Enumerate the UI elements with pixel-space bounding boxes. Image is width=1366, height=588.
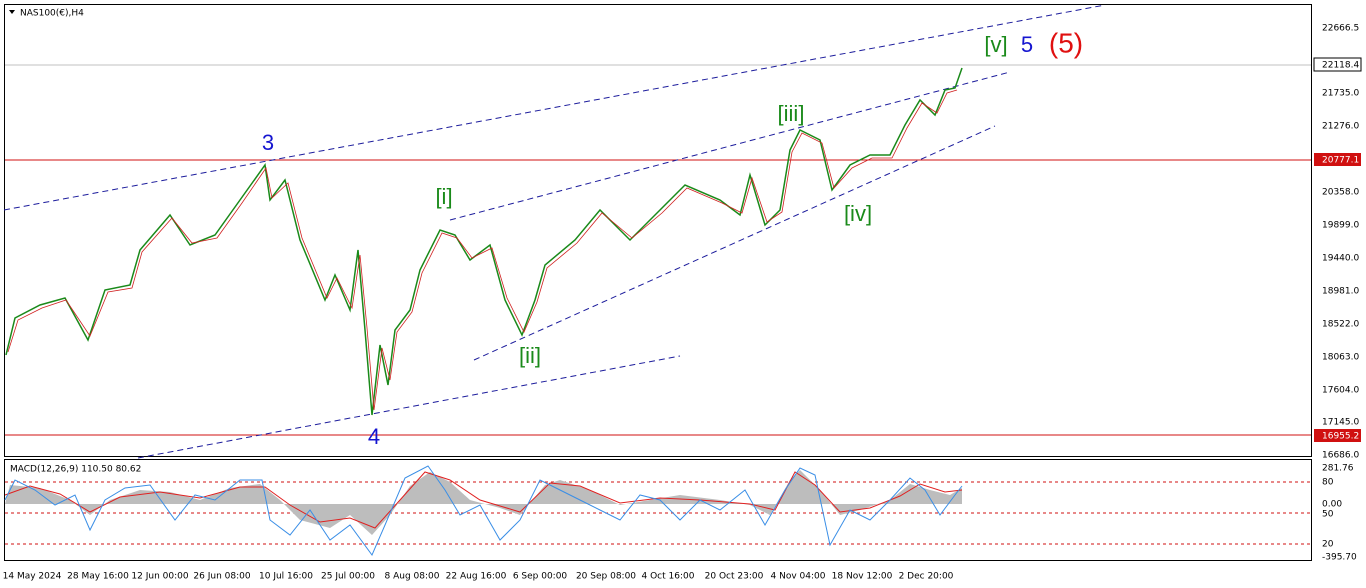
price-label: 17604.0: [1322, 386, 1359, 396]
time-label: 25 Jul 00:00: [321, 572, 375, 582]
time-label: 28 May 16:00: [67, 572, 129, 582]
macd-histogram: [5, 470, 962, 535]
time-label: 2 Dec 20:00: [899, 572, 954, 582]
price-label: 21276.0: [1322, 122, 1359, 132]
macd-axis-label: 281.76: [1322, 464, 1354, 474]
time-label: 20 Sep 08:00: [576, 572, 636, 582]
menu-arrow[interactable]: [9, 10, 15, 14]
time-label: 6 Sep 00:00: [513, 572, 568, 582]
macd-axis-label: 20: [1322, 540, 1334, 550]
time-axis: 14 May 2024 28 May 16:00 12 Jun 00:00 26…: [3, 572, 954, 582]
wave-label: [iv]: [844, 201, 872, 226]
macd-axis-label: 80: [1322, 478, 1334, 488]
macd-axis-label: -395.70: [1322, 553, 1357, 563]
price-label: 18981.0: [1322, 287, 1359, 297]
time-label: 12 Jun 00:00: [131, 572, 188, 582]
macd-axis: 281.76 80 0.00 50 20 -395.70: [1322, 464, 1357, 563]
wave-label: [v]: [984, 32, 1007, 57]
time-label: 26 Jun 08:00: [193, 572, 250, 582]
macd-main: [4, 465, 963, 556]
price-tag: [1314, 429, 1361, 442]
price-axis: 22666.5 22118.4 21735.0 21276.0 20777.1 …: [1313, 24, 1362, 461]
price-label: 19440.0: [1322, 254, 1359, 264]
wave-label: [i]: [435, 184, 452, 209]
wave-label: [ii]: [519, 343, 541, 368]
time-label: 18 Nov 12:00: [832, 572, 893, 582]
time-label: 10 Jul 16:00: [259, 572, 313, 582]
price-label: 18063.0: [1322, 353, 1359, 363]
trend-line: [3, 4, 1106, 211]
time-label: 4 Oct 16:00: [642, 572, 695, 582]
price-tag: [1314, 153, 1361, 166]
time-label: 20 Oct 23:00: [705, 572, 764, 582]
price-label: 20777.1: [1322, 156, 1359, 166]
time-label: 4 Nov 04:00: [771, 572, 826, 582]
time-label: 22 Aug 16:00: [446, 572, 507, 582]
time-label: 8 Aug 08:00: [385, 572, 440, 582]
trend-line: [449, 71, 1011, 221]
wave-label: 4: [368, 424, 380, 449]
macd-axis-label: 50: [1322, 510, 1334, 520]
main-frame: [4, 4, 1312, 457]
wave-label: 3: [262, 130, 274, 155]
macd-frame: [4, 459, 1312, 561]
price-path: [5, 67, 963, 416]
price-label: 17145.0: [1322, 418, 1359, 428]
chart-title: NAS100(€),H4: [20, 9, 84, 19]
macd-axis-label: 0.00: [1322, 500, 1342, 510]
macd-title: MACD(12,26,9) 110.50 80.62: [10, 465, 141, 475]
price-label: 16686.0: [1322, 451, 1359, 461]
price-path: [7, 89, 958, 411]
price-label: 21735.0: [1322, 89, 1359, 99]
macd-signal: [4, 471, 963, 529]
price-label: 20358.0: [1322, 188, 1359, 198]
wave-label: (5): [1049, 27, 1083, 58]
trend-line: [473, 125, 996, 361]
wave-label: [iii]: [778, 101, 805, 126]
price-label: 16955.2: [1322, 432, 1359, 442]
price-label: 22666.5: [1322, 24, 1359, 34]
price-label: 18522.0: [1322, 320, 1359, 330]
price-tag: [1313, 57, 1362, 72]
wave-label: 5: [1021, 32, 1033, 57]
time-label: 14 May 2024: [3, 572, 62, 582]
price-label: 22118.4: [1322, 61, 1359, 71]
price-label: 19899.0: [1322, 221, 1359, 231]
trend-line: [137, 355, 681, 459]
